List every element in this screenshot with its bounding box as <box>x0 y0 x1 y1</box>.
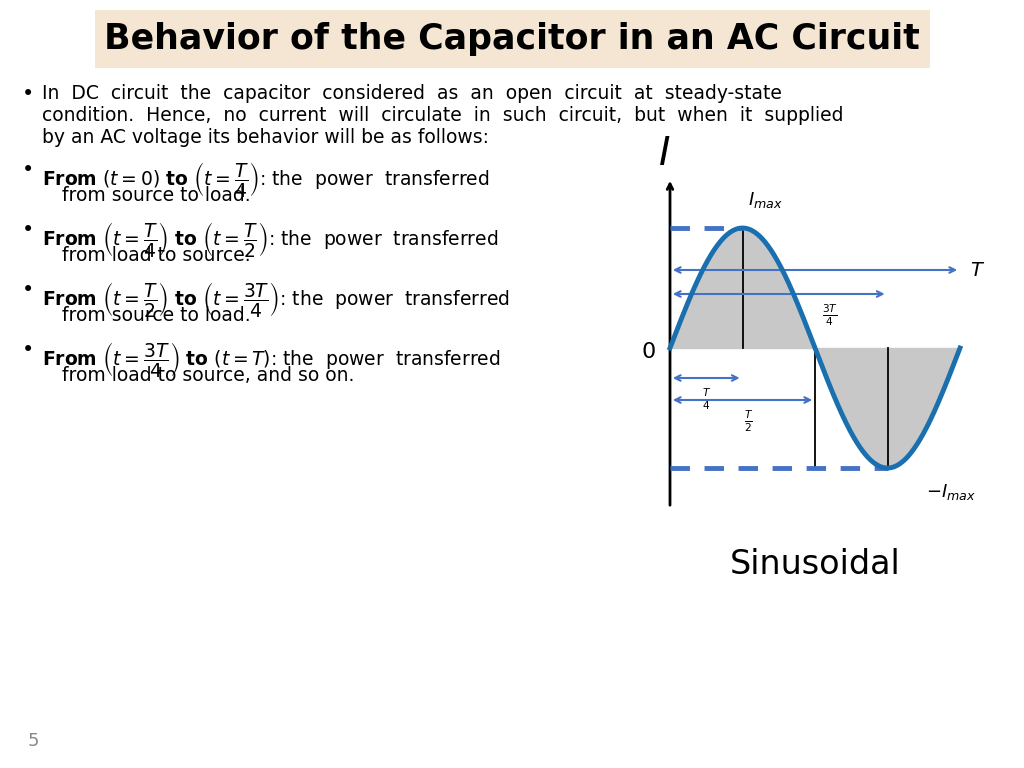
Text: •: • <box>22 160 34 180</box>
Text: In  DC  circuit  the  capacitor  considered  as  an  open  circuit  at  steady-s: In DC circuit the capacitor considered a… <box>42 84 782 103</box>
Text: from source to load.: from source to load. <box>62 306 251 325</box>
Text: •: • <box>22 280 34 300</box>
Text: $T$: $T$ <box>970 260 985 280</box>
Text: $-I_{max}$: $-I_{max}$ <box>926 482 976 502</box>
Text: 5: 5 <box>28 732 40 750</box>
FancyBboxPatch shape <box>95 10 930 68</box>
Text: •: • <box>22 84 34 104</box>
Text: $\frac{T}{4}$: $\frac{T}{4}$ <box>701 386 711 412</box>
Text: $\mathbf{From}\ (t=0)\ \mathbf{to}\ \left(t=\dfrac{T}{4}\right)$: the  power  tr: $\mathbf{From}\ (t=0)\ \mathbf{to}\ \lef… <box>42 160 489 199</box>
Text: from load to source.: from load to source. <box>62 246 251 265</box>
Text: $\frac{3T}{4}$: $\frac{3T}{4}$ <box>821 302 838 328</box>
Text: from load to source, and so on.: from load to source, and so on. <box>62 366 354 385</box>
Text: •: • <box>22 220 34 240</box>
Text: $\mathbf{From}\ \left(t=\dfrac{3T}{4}\right)\ \mathbf{to}\ (t=T)$: the  power  t: $\mathbf{From}\ \left(t=\dfrac{3T}{4}\ri… <box>42 340 501 379</box>
Text: $I_{max}$: $I_{max}$ <box>749 190 783 210</box>
Text: •: • <box>22 340 34 360</box>
Text: Behavior of the Capacitor in an AC Circuit: Behavior of the Capacitor in an AC Circu… <box>104 22 920 56</box>
Text: $\mathbf{From}\ \left(t=\dfrac{T}{2}\right)\ \mathbf{to}\ \left(t=\dfrac{3T}{4}\: $\mathbf{From}\ \left(t=\dfrac{T}{2}\rig… <box>42 280 510 319</box>
Text: condition.  Hence,  no  current  will  circulate  in  such  circuit,  but  when : condition. Hence, no current will circul… <box>42 106 844 125</box>
Text: $0$: $0$ <box>641 342 656 362</box>
Text: $\mathbf{From}\ \left(t=\dfrac{T}{4}\right)\ \mathbf{to}\ \left(t=\dfrac{T}{2}\r: $\mathbf{From}\ \left(t=\dfrac{T}{4}\rig… <box>42 220 499 259</box>
Text: Sinusoidal: Sinusoidal <box>730 548 900 581</box>
Text: $I$: $I$ <box>657 135 671 173</box>
Text: $\frac{T}{2}$: $\frac{T}{2}$ <box>743 408 753 434</box>
Text: by an AC voltage its behavior will be as follows:: by an AC voltage its behavior will be as… <box>42 128 489 147</box>
Text: from source to load.: from source to load. <box>62 186 251 205</box>
